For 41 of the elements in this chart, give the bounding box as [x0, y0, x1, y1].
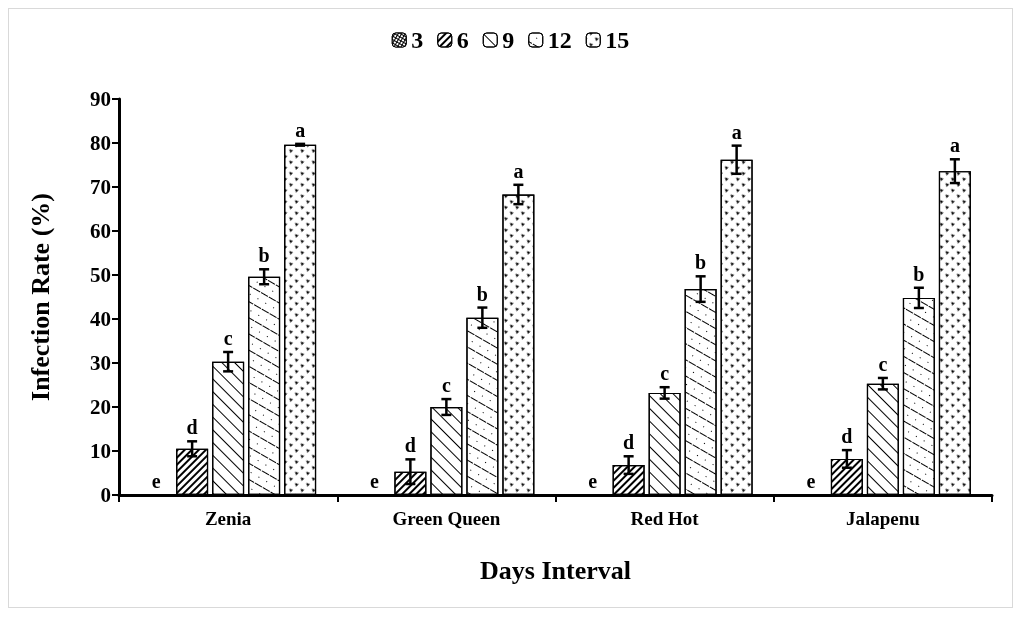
- data-label: a: [731, 120, 742, 143]
- y-tick-label: 30: [90, 351, 111, 375]
- y-tick-label: 90: [90, 87, 111, 111]
- y-tick-label: 70: [90, 175, 111, 199]
- data-label: c: [660, 362, 670, 385]
- data-label: d: [623, 431, 635, 454]
- data-label: e: [806, 470, 816, 492]
- x-axis-title: Days Interval: [480, 555, 631, 585]
- x-tick-label: Green Queen: [392, 508, 501, 529]
- data-label: d: [186, 416, 198, 439]
- y-tick-label: 60: [90, 219, 111, 243]
- x-tick-label: Jalapenu: [845, 508, 921, 529]
- data-label: a: [295, 118, 306, 141]
- legend-label: 9: [502, 27, 515, 53]
- x-tick-label: Red Hot: [630, 508, 700, 529]
- y-tick-label: 10: [90, 439, 111, 463]
- data-label: b: [258, 244, 270, 267]
- data-label: c: [878, 352, 888, 375]
- y-tick-label: 80: [90, 131, 111, 155]
- data-label: a: [513, 159, 524, 182]
- data-label: e: [369, 470, 379, 492]
- legend-label: 3: [411, 27, 424, 53]
- legend-label: 12: [547, 27, 572, 53]
- legend-label: 6: [456, 27, 469, 53]
- y-axis-title: Infection Rate (%): [25, 193, 55, 401]
- data-label: d: [841, 425, 853, 448]
- data-label: e: [588, 470, 598, 492]
- data-label: c: [441, 374, 451, 397]
- legend-label: 15: [605, 27, 630, 53]
- x-tick-label: Zenia: [204, 508, 252, 529]
- y-tick-label: 0: [100, 483, 111, 507]
- data-label: b: [476, 282, 488, 305]
- data-label: e: [151, 470, 161, 492]
- y-tick-label: 50: [90, 263, 111, 287]
- data-label: b: [695, 251, 707, 274]
- y-tick-label: 40: [90, 307, 111, 331]
- data-label: a: [949, 134, 960, 157]
- data-label: b: [913, 262, 925, 285]
- data-label: d: [404, 434, 416, 457]
- data-label: c: [223, 327, 233, 349]
- y-tick-label: 20: [90, 395, 111, 419]
